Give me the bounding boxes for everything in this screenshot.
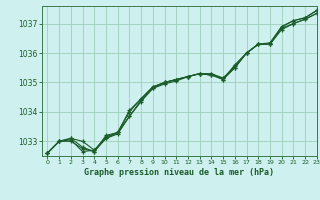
X-axis label: Graphe pression niveau de la mer (hPa): Graphe pression niveau de la mer (hPa)	[84, 168, 274, 177]
